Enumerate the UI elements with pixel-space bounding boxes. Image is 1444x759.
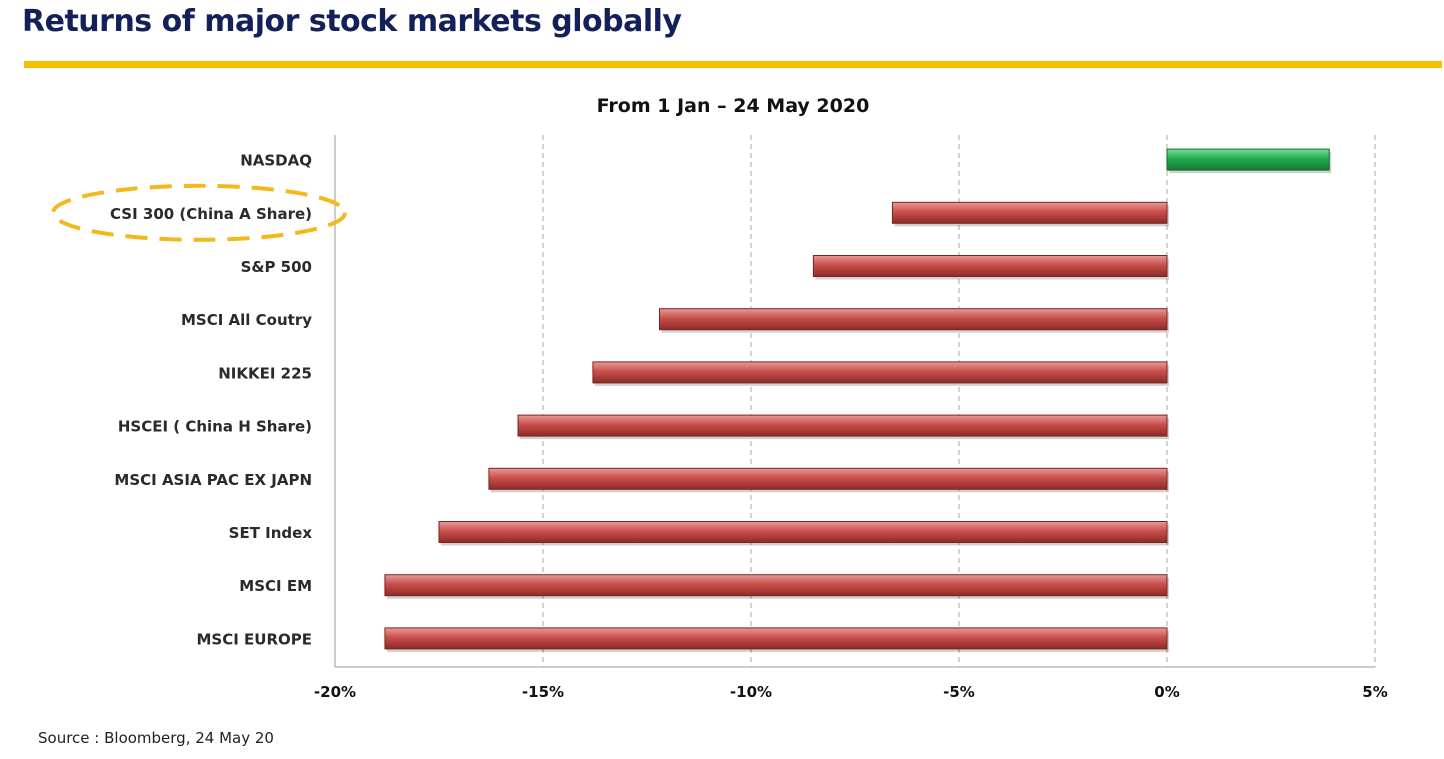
bar-csi-300-china-a-share <box>891 201 1168 224</box>
bar-msci-all-coutry <box>658 308 1168 331</box>
x-tick-label: -10% <box>730 683 772 701</box>
x-tick-label: 5% <box>1362 683 1387 701</box>
highlight-ellipse-group <box>51 183 347 242</box>
x-tick-label: -5% <box>943 683 975 701</box>
category-label: SET Index <box>229 524 313 542</box>
page-title: Returns of major stock markets globally <box>22 4 682 39</box>
category-label: MSCI EUROPE <box>196 630 312 648</box>
x-tick-label: 0% <box>1154 683 1179 701</box>
category-label: S&P 500 <box>241 258 312 276</box>
bar-msci-asia-pac-ex-japn <box>488 467 1168 490</box>
bar-set-index <box>438 521 1168 543</box>
category-label: MSCI All Coutry <box>181 311 312 329</box>
category-label: MSCI ASIA PAC EX JAPN <box>114 471 312 489</box>
highlight-ellipse <box>51 183 347 242</box>
category-labels: NASDAQ CSI 300 (China A Share) S&P 500 MSCI… <box>110 152 312 649</box>
source-note: Source : Bloomberg, 24 May 20 <box>38 729 274 747</box>
x-tick-labels: -20% -15% -10% -5% 0% 5% <box>314 683 1388 701</box>
bar-nikkei-225 <box>592 361 1168 384</box>
category-label: MSCI EM <box>239 577 312 595</box>
category-label: NASDAQ <box>240 152 312 170</box>
bar-msci-europe <box>384 627 1168 650</box>
x-tick-label: -15% <box>522 683 564 701</box>
title-underline <box>24 61 1442 68</box>
x-tick-label: -20% <box>314 683 356 701</box>
category-label: NIKKEI 225 <box>218 364 312 382</box>
bar-msci-em <box>384 574 1168 597</box>
bars <box>384 148 1332 652</box>
category-label: CSI 300 (China A Share) <box>110 205 312 223</box>
bar-nasdaq <box>1166 148 1330 171</box>
bar-s-p-500 <box>812 255 1168 277</box>
bar-hscei-china-h-share <box>517 414 1168 437</box>
category-label: HSCEI ( China H Share) <box>118 418 312 436</box>
chart-title: From 1 Jan – 24 May 2020 <box>597 95 870 117</box>
